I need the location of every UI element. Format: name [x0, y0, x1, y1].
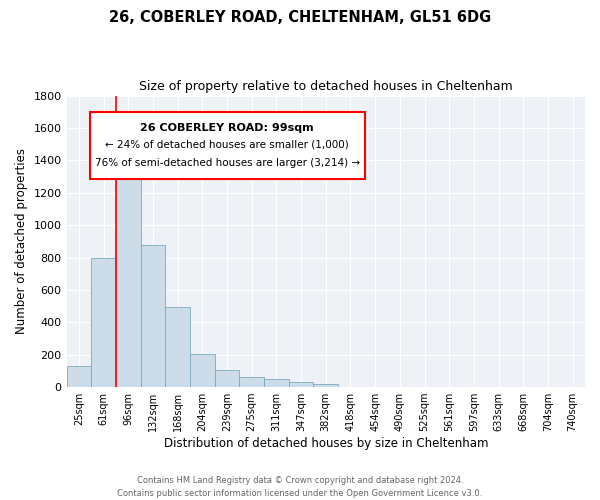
Bar — [289, 382, 313, 387]
Bar — [67, 366, 91, 387]
Text: 26, COBERLEY ROAD, CHELTENHAM, GL51 6DG: 26, COBERLEY ROAD, CHELTENHAM, GL51 6DG — [109, 10, 491, 25]
Bar — [91, 258, 116, 387]
Bar — [165, 307, 190, 387]
FancyBboxPatch shape — [90, 112, 365, 178]
Bar — [215, 370, 239, 387]
Y-axis label: Number of detached properties: Number of detached properties — [15, 148, 28, 334]
Bar — [116, 146, 140, 387]
Bar — [264, 379, 289, 387]
Text: Contains HM Land Registry data © Crown copyright and database right 2024.
Contai: Contains HM Land Registry data © Crown c… — [118, 476, 482, 498]
Bar — [190, 354, 215, 387]
X-axis label: Distribution of detached houses by size in Cheltenham: Distribution of detached houses by size … — [164, 437, 488, 450]
Bar — [239, 376, 264, 387]
Bar — [140, 246, 165, 387]
Text: ← 24% of detached houses are smaller (1,000): ← 24% of detached houses are smaller (1,… — [106, 140, 349, 149]
Bar — [313, 384, 338, 387]
Text: 76% of semi-detached houses are larger (3,214) →: 76% of semi-detached houses are larger (… — [95, 158, 360, 168]
Text: 26 COBERLEY ROAD: 99sqm: 26 COBERLEY ROAD: 99sqm — [140, 124, 314, 134]
Title: Size of property relative to detached houses in Cheltenham: Size of property relative to detached ho… — [139, 80, 512, 93]
